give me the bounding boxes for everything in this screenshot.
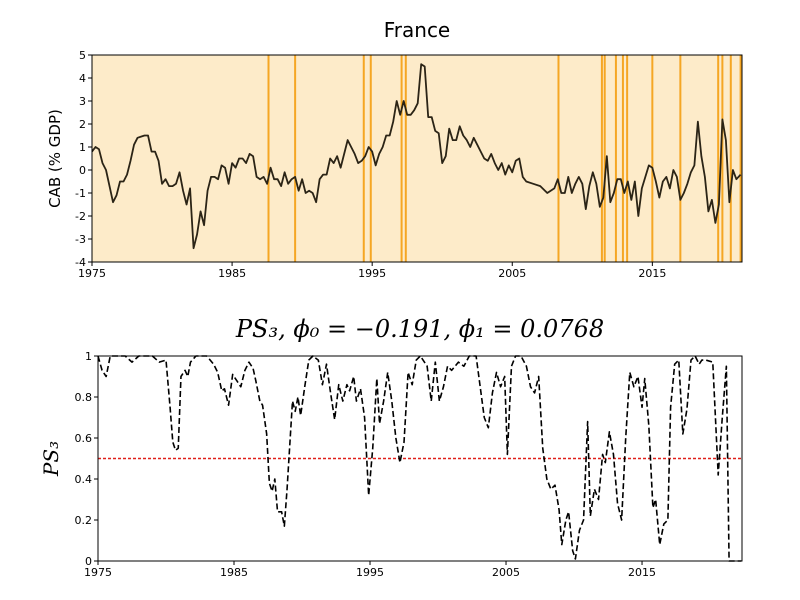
x-tick-label: 1995	[356, 566, 384, 579]
y-tick-label: -4	[75, 256, 86, 269]
x-tick-label: 1975	[84, 566, 112, 579]
y-tick-label: 1	[79, 141, 86, 154]
chart-title: France	[384, 18, 451, 42]
plot-frame	[97, 355, 743, 562]
y-tick-label: -2	[75, 210, 86, 223]
x-tick-label: 2015	[628, 566, 656, 579]
y-tick-label: 2	[79, 118, 86, 131]
plot-frame	[91, 54, 743, 263]
y-tick-label: 0.8	[75, 391, 93, 404]
y-tick-label: 3	[79, 95, 86, 108]
x-tick-label: 2005	[492, 566, 520, 579]
x-tick-label: 2015	[638, 267, 666, 280]
y-axis-label: CAB (% GDP)	[46, 109, 64, 208]
x-tick-label: 1985	[220, 566, 248, 579]
y-tick-label: 0.2	[75, 514, 93, 527]
y-tick-label: 0	[79, 164, 86, 177]
y-tick-label: 0.6	[75, 432, 93, 445]
y-tick-label: 0.4	[75, 473, 93, 486]
y-tick-label: 4	[79, 72, 86, 85]
x-tick-label: 2005	[498, 267, 526, 280]
y-tick-label: 0	[85, 555, 92, 568]
x-tick-label: 1995	[358, 267, 386, 280]
chart-title: PS₃, ϕ₀ = −0.191, ϕ₁ = 0.0768	[235, 315, 604, 343]
y-tick-label: -3	[75, 233, 86, 246]
data-line	[97, 355, 742, 562]
y-tick-label: -1	[75, 187, 86, 200]
x-tick-label: 1985	[218, 267, 246, 280]
y-axis-label: PS₃	[39, 441, 63, 477]
data-line	[91, 63, 742, 250]
y-tick-label: 5	[79, 49, 86, 62]
y-tick-label: 1	[85, 350, 92, 363]
plot-background	[92, 55, 742, 262]
x-tick-label: 1975	[78, 267, 106, 280]
